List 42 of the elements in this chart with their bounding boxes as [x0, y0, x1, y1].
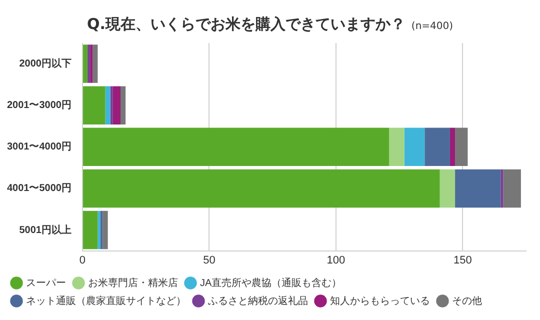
x-tick-label: 150 [453, 254, 472, 266]
legend-label: お米専門店・精米店 [88, 276, 178, 289]
bar [88, 44, 90, 83]
bar [120, 86, 126, 124]
bar [503, 169, 521, 208]
bar [455, 128, 468, 166]
legend-label: 知人からもらっている [330, 294, 430, 307]
bar [389, 128, 404, 166]
x-tick-label: 100 [326, 254, 346, 266]
bar [82, 210, 98, 250]
bar [90, 44, 93, 83]
legend-label: その他 [452, 294, 482, 307]
bar [404, 128, 425, 166]
y-tick-label: 5001円以上 [19, 224, 72, 236]
bar [82, 86, 106, 124]
bar [450, 128, 456, 166]
x-tick-label: 0 [79, 254, 86, 266]
y-tick-label: 2000円以下 [19, 58, 72, 70]
bar [82, 44, 88, 83]
bar [112, 86, 121, 124]
bar [102, 210, 108, 250]
bar [424, 128, 450, 166]
y-tick-label: 2001〜3000円 [6, 100, 72, 112]
bar [92, 44, 98, 83]
y-tick-label: 4001〜5000円 [6, 183, 72, 194]
y-tick-label: 3001〜4000円 [6, 142, 72, 153]
bar [105, 86, 110, 124]
chart-subtitle: (n=400) [411, 21, 454, 34]
chart-title: Q.現在、いくらでお米を購入できていますか？ [86, 15, 406, 34]
bar [500, 169, 504, 208]
bar [98, 210, 100, 250]
bar [100, 210, 103, 250]
bar [110, 86, 113, 124]
bar [82, 169, 440, 208]
legend-label: スーパー [26, 278, 66, 289]
x-tick-label: 50 [203, 254, 216, 266]
legend-label: ネット通販（農家直販サイトなど） [26, 294, 186, 307]
legend-label: JA直売所や農協（通販も含む） [200, 276, 342, 289]
legend-label: ふるさと納税の返礼品 [207, 294, 308, 307]
bar [455, 169, 501, 208]
bar [440, 169, 456, 208]
bar [82, 128, 390, 166]
